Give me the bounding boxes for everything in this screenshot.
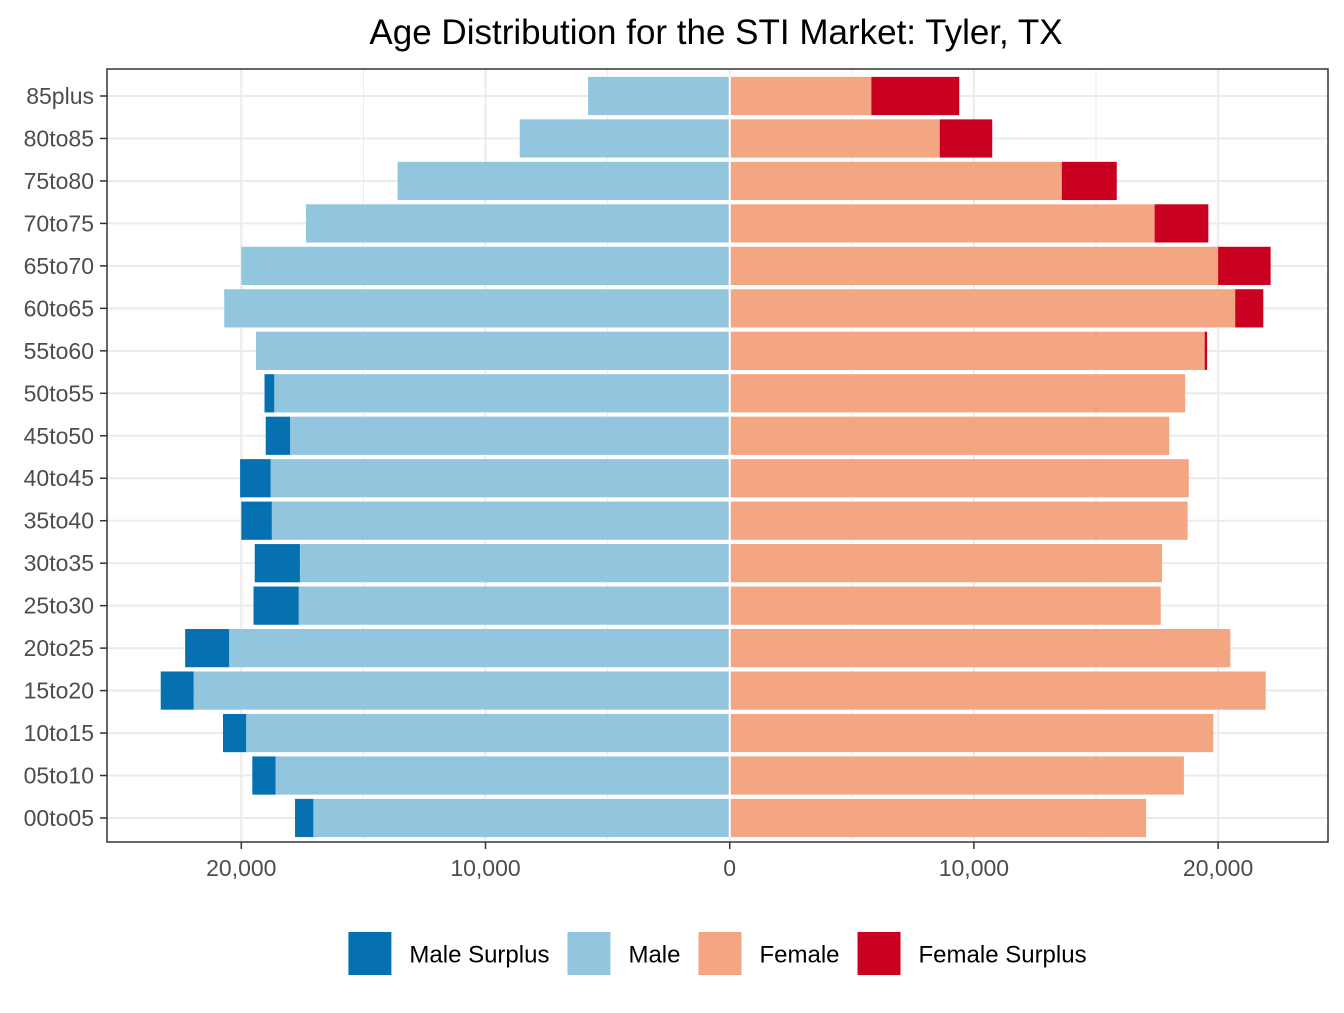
bar-female-10to15 xyxy=(729,713,1214,753)
bar-female-surplus-65to70 xyxy=(1218,246,1271,285)
bar-female-surplus-80to85 xyxy=(939,119,993,158)
bar-female-surplus-75to80 xyxy=(1061,161,1117,201)
bar-male-surplus-45to50 xyxy=(265,416,291,455)
bar-female-60to65 xyxy=(729,289,1236,328)
bar-female-25to30 xyxy=(729,586,1161,625)
legend-label-female: Female xyxy=(759,942,839,969)
legend-label-male: Male xyxy=(628,942,680,969)
y-tick-label-70to75: 70to75 xyxy=(24,210,94,236)
bar-male-surplus-05to10 xyxy=(252,756,276,795)
y-tick-label-75to80: 75to80 xyxy=(24,168,94,194)
bar-male-surplus-00to05 xyxy=(295,798,314,838)
bar-male-surplus-25to30 xyxy=(253,586,299,625)
y-axis: 00to05 05to10 10to15 15to20 20to25 25to30 30to… xyxy=(24,83,107,831)
bars xyxy=(160,76,1271,838)
bar-male-50to55 xyxy=(274,374,730,413)
legend: Male Surplus Male Female Female Surplus xyxy=(348,932,1087,975)
y-tick-label-50to55: 50to55 xyxy=(24,380,94,406)
bar-male-surplus-40to45 xyxy=(240,459,271,498)
bar-male-25to30 xyxy=(298,586,730,625)
bar-female-55to60 xyxy=(729,331,1205,370)
y-tick-label-40to45: 40to45 xyxy=(24,465,94,491)
bar-male-surplus-50to55 xyxy=(264,374,275,413)
bar-male-60to65 xyxy=(224,289,730,328)
legend-label-male-surplus: Male Surplus xyxy=(409,942,549,969)
y-tick-label-15to20: 15to20 xyxy=(24,678,94,704)
bar-male-70to75 xyxy=(306,204,730,243)
legend-label-female-surplus: Female Surplus xyxy=(919,942,1087,969)
y-tick-label-10to15: 10to15 xyxy=(24,720,94,746)
bar-male-00to05 xyxy=(313,798,730,838)
bar-male-surplus-20to25 xyxy=(185,629,230,668)
bar-male-05to10 xyxy=(275,756,730,795)
bar-female-05to10 xyxy=(729,756,1184,795)
bar-male-10to15 xyxy=(246,713,730,753)
bar-female-80to85 xyxy=(729,119,940,158)
bar-male-20to25 xyxy=(229,629,730,668)
panel-border xyxy=(106,68,1329,843)
y-tick-label-35to40: 35to40 xyxy=(24,508,94,534)
y-tick-label-85plus: 85plus xyxy=(26,83,94,109)
y-tick-label-65to70: 65to70 xyxy=(24,253,94,279)
bar-female-surplus-85plus xyxy=(871,76,960,116)
x-axis: 20,000 10,000 0 10,000 20,000 xyxy=(206,842,1253,881)
y-tick-label-45to50: 45to50 xyxy=(24,423,94,449)
bar-male-80to85 xyxy=(519,119,730,158)
bar-female-35to40 xyxy=(729,501,1188,540)
legend-key-male-surplus xyxy=(348,932,392,975)
bar-male-surplus-30to35 xyxy=(254,544,300,583)
bar-female-65to70 xyxy=(729,246,1219,285)
bar-male-45to50 xyxy=(290,416,730,455)
bar-male-40to45 xyxy=(270,459,730,498)
x-tick-label: 10,000 xyxy=(939,855,1009,881)
bar-male-surplus-15to20 xyxy=(160,671,194,710)
bar-female-15to20 xyxy=(729,671,1266,710)
bar-male-35to40 xyxy=(271,501,730,540)
chart-title: Age Distribution for the STI Market: Tyl… xyxy=(369,13,1062,52)
bar-female-50to55 xyxy=(729,374,1186,413)
bar-male-65to70 xyxy=(241,246,730,285)
legend-key-female-surplus xyxy=(857,932,901,975)
bar-female-00to05 xyxy=(729,798,1147,838)
legend-key-female xyxy=(698,932,742,975)
y-tick-label-25to30: 25to30 xyxy=(24,593,94,619)
bar-female-surplus-55to60 xyxy=(1204,331,1208,370)
bar-female-40to45 xyxy=(729,459,1189,498)
bar-male-30to35 xyxy=(299,544,730,583)
bar-female-30to35 xyxy=(729,544,1162,583)
x-tick-label: 20,000 xyxy=(1183,855,1253,881)
bar-male-85plus xyxy=(588,76,730,116)
bar-male-surplus-10to15 xyxy=(222,713,247,753)
y-tick-label-20to25: 20to25 xyxy=(24,635,94,661)
x-tick-label: 20,000 xyxy=(206,855,276,881)
x-tick-label: 10,000 xyxy=(450,855,520,881)
bar-male-75to80 xyxy=(397,161,730,201)
bar-female-surplus-60to65 xyxy=(1235,289,1264,328)
y-tick-label-80to85: 80to85 xyxy=(24,125,94,151)
bar-female-45to50 xyxy=(729,416,1170,455)
legend-key-male xyxy=(567,932,611,975)
y-tick-label-30to35: 30to35 xyxy=(24,550,94,576)
y-tick-label-60to65: 60to65 xyxy=(24,295,94,321)
x-tick-label: 0 xyxy=(723,855,736,881)
bar-female-surplus-70to75 xyxy=(1154,204,1209,243)
bar-female-85plus xyxy=(729,76,872,116)
bar-female-70to75 xyxy=(729,204,1155,243)
bar-male-surplus-35to40 xyxy=(241,501,272,540)
y-tick-label-00to05: 00to05 xyxy=(24,805,94,831)
bar-male-15to20 xyxy=(193,671,730,710)
y-tick-label-05to10: 05to10 xyxy=(24,763,94,789)
bar-female-75to80 xyxy=(729,161,1062,201)
bar-female-20to25 xyxy=(729,629,1231,668)
y-tick-label-55to60: 55to60 xyxy=(24,338,94,364)
bar-male-55to60 xyxy=(255,331,730,370)
